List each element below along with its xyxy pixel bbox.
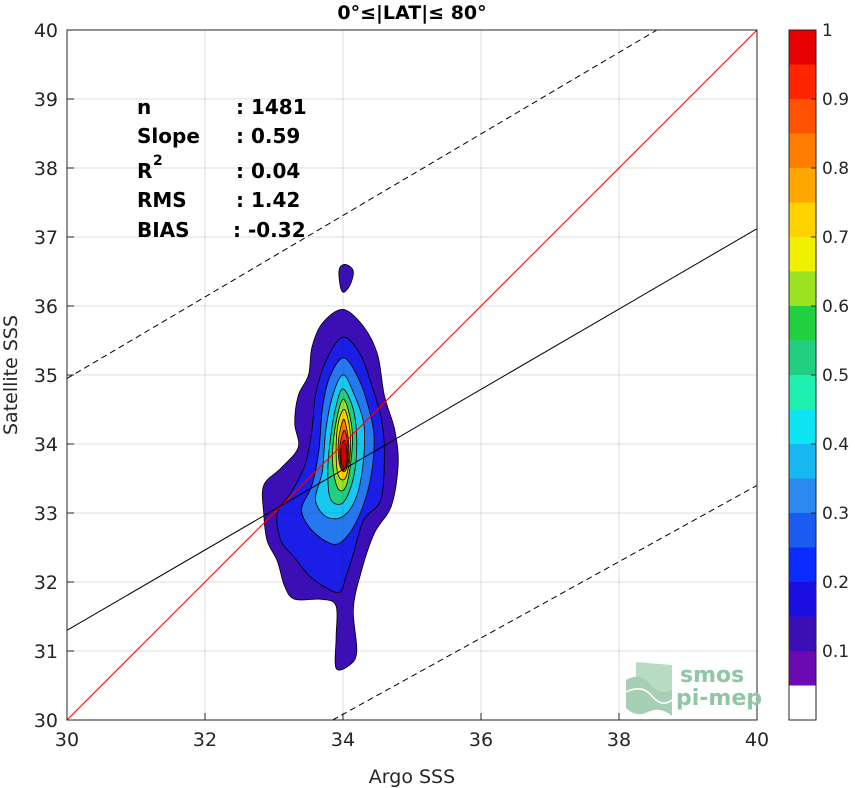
colorbar-tick-label: 0.6 — [822, 297, 849, 317]
stat-n-value: : 1481 — [236, 95, 307, 119]
colorbar-tick-label: 0.9 — [822, 90, 849, 110]
colorbar-band — [789, 133, 816, 168]
colorbar-tick-label: 0.3 — [822, 504, 849, 524]
colorbar-band — [789, 30, 816, 65]
y-tick-label: 35 — [34, 365, 58, 387]
colorbar-band — [789, 685, 816, 720]
colorbar-band — [789, 99, 816, 134]
colorbar-band — [789, 651, 816, 686]
x-tick-label: 38 — [607, 729, 631, 751]
stat-rms-value: : 1.42 — [236, 188, 300, 212]
y-axis-label: Satellite SSS — [0, 315, 22, 435]
colorbar-band — [789, 340, 816, 375]
y-tick-label: 32 — [34, 572, 58, 594]
y-tick-label: 33 — [34, 503, 58, 525]
colorbar-band — [789, 409, 816, 444]
y-tick-label: 31 — [34, 641, 58, 663]
colorbar-tick-label: 0.4 — [822, 435, 849, 455]
colorbar-band — [789, 444, 816, 479]
colorbar-band — [789, 513, 816, 548]
stat-bias-label: BIAS — [137, 218, 190, 242]
colorbar-tick-label: 0.1 — [822, 642, 849, 662]
stat-n-label: n — [137, 95, 151, 119]
colorbar-band — [789, 64, 816, 99]
lower-bound-line — [332, 484, 758, 721]
y-tick-label: 36 — [34, 296, 58, 318]
x-axis-label: Argo SSS — [369, 766, 455, 788]
y-tick-label: 38 — [34, 158, 58, 180]
colorbar-band — [789, 547, 816, 582]
colorbar-band — [789, 616, 816, 651]
y-tick-label: 34 — [34, 434, 58, 456]
stat-r2-value: : 0.04 — [236, 159, 300, 183]
logo-text-smos: smos — [680, 663, 744, 688]
y-tick-label: 39 — [34, 89, 58, 111]
colorbar: 0.1 0.2 0.3 0.4 0.5 0.6 0.7 0.8 0.9 1 — [788, 21, 849, 721]
chart-title: 0°≤|LAT|≤ 80° — [337, 2, 486, 24]
logo-text-pimep: pi-mep — [676, 686, 762, 711]
colorbar-tick-label: 0.5 — [822, 366, 849, 386]
x-tick-label: 36 — [469, 729, 493, 751]
smos-pimep-logo: smos pi-mep — [625, 662, 762, 716]
x-tick-label: 34 — [331, 729, 355, 751]
colorbar-band — [789, 582, 816, 617]
logo-graphic-icon — [625, 662, 673, 716]
colorbar-tick-label: 0.7 — [822, 228, 849, 248]
y-axis-ticks: 30 31 32 33 34 35 36 37 38 39 40 — [34, 20, 74, 732]
stat-rms-label: RMS — [137, 188, 187, 212]
colorbar-band — [789, 306, 816, 341]
x-tick-label: 32 — [193, 729, 217, 751]
colorbar-tick-label: 0.8 — [822, 159, 849, 179]
colorbar-band — [789, 375, 816, 410]
x-axis-ticks: 30 32 34 36 38 40 — [55, 713, 769, 751]
stat-r2-label: R — [137, 159, 152, 183]
density-contour-level-0 — [338, 264, 354, 293]
stats-box: n : 1481 Slope : 0.59 R 2 : 0.04 RMS : 1… — [137, 95, 307, 242]
one-to-one-line — [66, 29, 758, 721]
y-tick-label: 40 — [34, 20, 58, 42]
reference-lines — [66, 29, 758, 721]
x-tick-label: 40 — [745, 729, 769, 751]
colorbar-band — [789, 478, 816, 513]
upper-bound-line — [66, 29, 658, 379]
colorbar-band — [789, 168, 816, 203]
fit-line — [66, 228, 758, 631]
stat-bias-value: : -0.32 — [233, 218, 306, 242]
colorbar-band — [789, 237, 816, 272]
stat-r2-superscript: 2 — [153, 153, 163, 169]
colorbar-tick-label: 0.2 — [822, 573, 849, 593]
colorbar-tick-label: 1 — [822, 21, 833, 41]
stat-slope-label: Slope — [137, 124, 200, 148]
colorbar-band — [789, 202, 816, 237]
y-tick-label: 37 — [34, 227, 58, 249]
x-tick-label: 30 — [55, 729, 79, 751]
colorbar-band — [789, 271, 816, 306]
stat-slope-value: : 0.59 — [236, 124, 300, 148]
y-tick-label: 30 — [34, 710, 58, 732]
